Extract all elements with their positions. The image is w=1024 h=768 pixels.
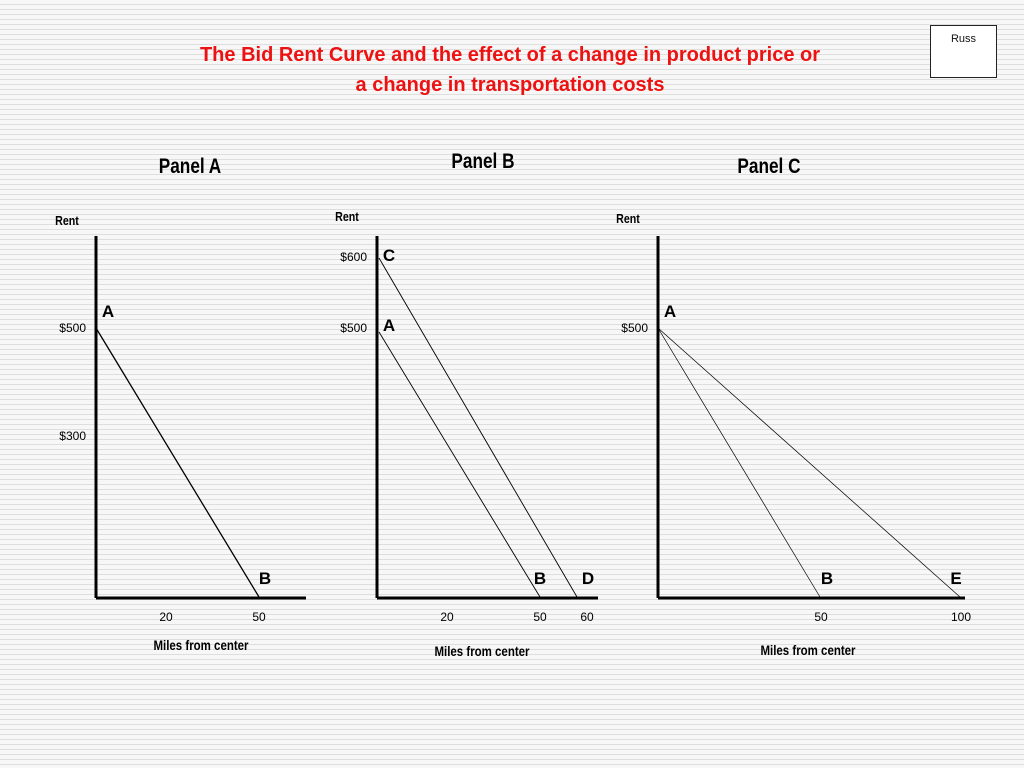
panel-c-bid-rent-line-ae [657,327,961,598]
panel-b-x-tick-60: 60 [580,610,594,624]
panel-a-point-b: B [259,569,271,588]
slide-title-line-1: The Bid Rent Curve and the effect of a c… [199,44,821,66]
panel-b-x-label: Miles from center [434,643,529,659]
panel-b-y-tick-500: $500 [340,321,367,335]
panel-b: Panel B Rent $600 $500 20 50 60 C A B D … [335,151,598,659]
panel-a-y-tick-500: $500 [59,321,86,335]
panel-a-x-label: Miles from center [153,637,248,653]
panel-a-y-tick-300: $300 [59,429,86,443]
panel-a-x-tick-50: 50 [252,610,266,624]
slide-title-line-2: a change in transportation costs [355,74,665,96]
panel-b-bid-rent-line-cd [378,257,578,598]
panel-c-title: Panel C [737,156,800,179]
panel-c-bid-rent-line-ab [657,327,821,598]
panel-b-point-d: D [582,569,594,588]
panel-b-point-b: B [534,569,546,588]
panel-b-title: Panel B [451,151,514,174]
panel-b-point-a: A [383,316,395,335]
panel-a-title: Panel A [159,156,222,179]
panel-a: Panel A Rent $500 $300 20 50 A B Miles f… [55,156,306,653]
panel-b-x-tick-50: 50 [533,610,547,624]
panel-c-point-a: A [664,302,676,321]
author-box: Russ [930,25,997,78]
panel-a-point-a: A [102,302,114,321]
panel-b-point-c: C [383,246,395,265]
panel-b-y-label: Rent [335,209,359,224]
panel-c: Panel C Rent $500 50 100 A B E Miles fro… [616,156,971,659]
panel-a-x-tick-20: 20 [159,610,173,624]
author-name: Russ [950,33,977,45]
panel-c-point-e: E [950,569,961,588]
panel-a-bid-rent-line-ab [95,327,260,598]
panel-b-y-tick-600: $600 [340,250,367,264]
panel-c-point-b: B [821,569,833,588]
panel-c-y-tick-500: $500 [621,321,648,335]
panel-b-bid-rent-line-ab [378,331,541,598]
panel-a-y-label: Rent [55,213,79,228]
panel-c-x-label: Miles from center [760,642,855,658]
panel-b-x-tick-20: 20 [440,610,454,624]
panel-c-x-tick-100: 100 [951,610,971,624]
panel-c-y-label: Rent [616,211,640,226]
panel-c-x-tick-50: 50 [814,610,828,624]
slide-title: The Bid Rent Curve and the effect of a c… [90,40,930,100]
